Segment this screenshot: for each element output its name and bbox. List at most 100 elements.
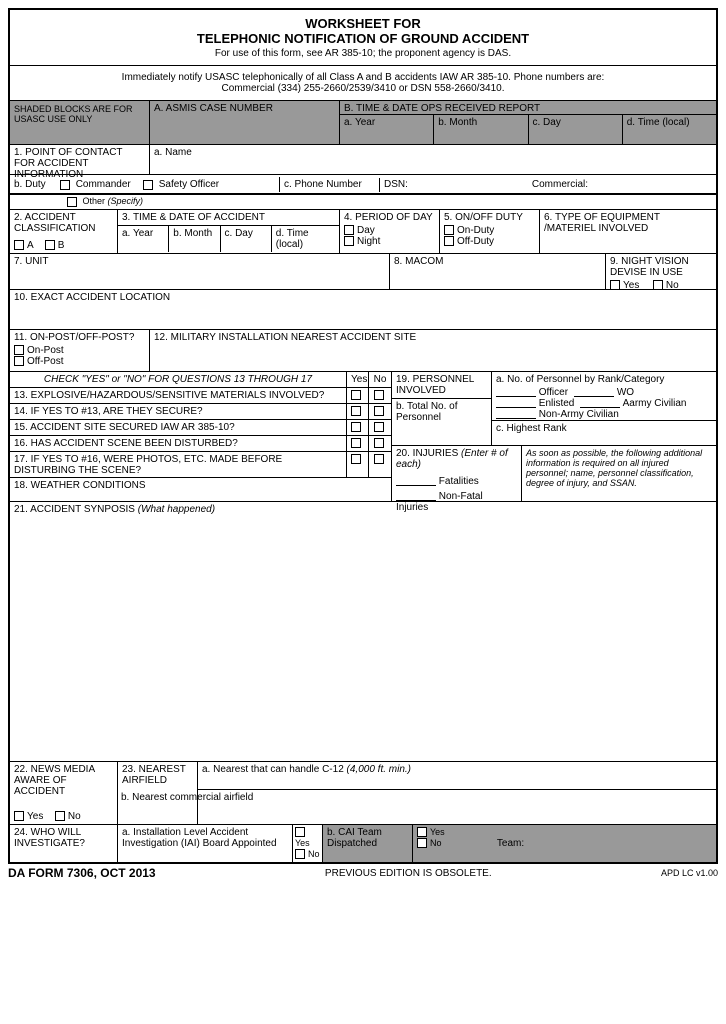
f14-label: 14. IF YES TO #13, ARE THEY SECURE? (10, 404, 347, 419)
checkbox-media-yes[interactable] (14, 811, 24, 821)
f16-label: 16. HAS ACCIDENT SCENE BEEN DISTURBED? (10, 436, 347, 451)
check-note: CHECK "YES" or "NO" FOR QUESTIONS 13 THR… (10, 372, 347, 387)
checkbox-iai-yes[interactable] (295, 827, 305, 837)
commander-label: Commander (76, 179, 131, 190)
f12-label: 12. MILITARY INSTALLATION NEAREST ACCIDE… (150, 330, 716, 371)
form-id: DA FORM 7306, OCT 2013 (8, 866, 156, 880)
row-q13-20: CHECK "YES" or "NO" FOR QUESTIONS 13 THR… (10, 372, 716, 502)
f5-label: 5. ON/OFF DUTY (444, 212, 535, 223)
checkbox-other[interactable] (67, 197, 77, 207)
checkbox-class-a[interactable] (14, 240, 24, 250)
notice-block: Immediately notify USASC telephonically … (10, 66, 716, 101)
checkbox-q17-no[interactable] (374, 454, 384, 464)
row-shaded-header: SHADED BLOCKS ARE FOR USASC USE ONLY A. … (10, 101, 716, 145)
row-24: 24. WHO WILL INVESTIGATE? a. Installatio… (10, 825, 716, 862)
f24b-label: b. CAI Team Dispatched (323, 825, 413, 862)
field-b-label: B. TIME & DATE OPS RECEIVED REPORT (340, 101, 716, 115)
f23a-label: a. Nearest that can handle C-12 (202, 764, 347, 775)
night-label: Night (357, 236, 380, 247)
checkbox-on-post[interactable] (14, 345, 24, 355)
f19-label: 19. PERSONNEL INVOLVED (396, 374, 487, 396)
f1a-name: a. Name (150, 145, 716, 174)
f19c-label: c. Highest Rank (492, 420, 716, 436)
checkbox-q14-yes[interactable] (351, 406, 361, 416)
checkbox-q16-no[interactable] (374, 438, 384, 448)
checkbox-media-no[interactable] (55, 811, 65, 821)
checkbox-q13-yes[interactable] (351, 390, 361, 400)
form-footer: DA FORM 7306, OCT 2013 PREVIOUS EDITION … (8, 866, 718, 880)
checkbox-night[interactable] (344, 236, 354, 246)
f20-note: As soon as possible, the following addit… (522, 446, 716, 501)
field-b-group: B. TIME & DATE OPS RECEIVED REPORT a. Ye… (340, 101, 716, 144)
f15-label: 15. ACCIDENT SITE SECURED IAW AR 385-10? (10, 420, 347, 435)
field-a: A. ASMIS CASE NUMBER (150, 101, 340, 144)
form-header: WORKSHEET FOR TELEPHONIC NOTIFICATION OF… (10, 10, 716, 66)
checkbox-commander[interactable] (60, 180, 70, 190)
checkbox-on-duty[interactable] (444, 225, 454, 235)
form-page: WORKSHEET FOR TELEPHONIC NOTIFICATION OF… (8, 8, 718, 864)
checkbox-nv-no[interactable] (653, 280, 663, 290)
field-b-month: b. Month (434, 115, 528, 144)
field-b-year: a. Year (340, 115, 434, 144)
checkbox-iai-no[interactable] (295, 849, 305, 859)
f22-label: 22. NEWS MEDIA AWARE OF ACCIDENT (14, 764, 113, 797)
f13-label: 13. EXPLOSIVE/HAZARDOUS/SENSITIVE MATERI… (10, 388, 347, 403)
notice-line2: Commercial (334) 255-2660/2539/3410 or D… (20, 83, 706, 94)
checkbox-cai-no[interactable] (417, 838, 427, 848)
title-line1: WORKSHEET FOR (14, 16, 712, 31)
f24-label: 24. WHO WILL INVESTIGATE? (10, 825, 118, 862)
checkbox-q16-yes[interactable] (351, 438, 361, 448)
on-duty-label: On-Duty (457, 225, 494, 236)
row-10: 10. EXACT ACCIDENT LOCATION (10, 290, 716, 330)
dsn-label: DSN: (384, 179, 408, 190)
row-poc: 1. POINT OF CONTACT FOR ACCIDENT INFORMA… (10, 145, 716, 175)
checkbox-nv-yes[interactable] (610, 280, 620, 290)
f7-label: 7. UNIT (10, 254, 390, 289)
notice-line1: Immediately notify USASC telephonically … (20, 72, 706, 83)
row-2-6: 2. ACCIDENT CLASSIFICATION A B 3. TIME &… (10, 210, 716, 254)
f3-month: b. Month (169, 226, 220, 252)
no-header: No (369, 372, 391, 387)
f3-time: d. Time (local) (272, 226, 339, 252)
footer-right: APD LC v1.00 (661, 868, 718, 878)
class-a: A (27, 240, 33, 251)
f4-label: 4. PERIOD OF DAY (344, 212, 435, 223)
phone-label: c. Phone Number (280, 178, 380, 192)
duty-label: b. Duty (14, 179, 46, 190)
f19a-head: a. No. of Personnel by Rank/Category (492, 372, 716, 387)
f17-label: 17. IF YES TO #16, WERE PHOTOS, ETC. MAD… (10, 452, 347, 477)
checkbox-day[interactable] (344, 225, 354, 235)
footer-center: PREVIOUS EDITION IS OBSOLETE. (325, 868, 492, 879)
f21-label: 21. ACCIDENT SYNPOSIS (14, 504, 138, 515)
checkbox-class-b[interactable] (45, 240, 55, 250)
f2-label: 2. ACCIDENT CLASSIFICATION (14, 212, 113, 234)
checkbox-off-duty[interactable] (444, 236, 454, 246)
off-duty-label: Off-Duty (457, 236, 494, 247)
checkbox-q14-no[interactable] (374, 406, 384, 416)
field-b-time: d. Time (local) (623, 115, 716, 144)
checkbox-q17-yes[interactable] (351, 454, 361, 464)
class-b: B (58, 240, 65, 251)
checkbox-q13-no[interactable] (374, 390, 384, 400)
day-label: Day (357, 225, 375, 236)
commercial-label: Commercial: (532, 179, 588, 190)
yes-header: Yes (347, 372, 369, 387)
row-11-12: 11. ON-POST/OFF-POST? On-Post Off-Post 1… (10, 330, 716, 372)
checkbox-safety-officer[interactable] (143, 180, 153, 190)
f1-label: 1. POINT OF CONTACT FOR ACCIDENT INFORMA… (10, 145, 150, 174)
checkbox-off-post[interactable] (14, 356, 24, 366)
row-21: 21. ACCIDENT SYNPOSIS (What happened) (10, 502, 716, 762)
subtitle: For use of this form, see AR 385-10; the… (14, 48, 712, 59)
checkbox-cai-yes[interactable] (417, 827, 427, 837)
field-a-label: A. ASMIS CASE NUMBER (154, 103, 273, 114)
team-label: Team: (497, 838, 524, 849)
checkbox-q15-no[interactable] (374, 422, 384, 432)
f18-label: 18. WEATHER CONDITIONS (10, 478, 391, 502)
f19b-label: b. Total No. of Personnel (392, 398, 491, 425)
title-line2: TELEPHONIC NOTIFICATION OF GROUND ACCIDE… (14, 31, 712, 46)
row-22-23: 22. NEWS MEDIA AWARE OF ACCIDENT Yes No … (10, 762, 716, 825)
f9-label: 9. NIGHT VISION DEVISE IN USE (610, 256, 712, 278)
checkbox-q15-yes[interactable] (351, 422, 361, 432)
safety-label: Safety Officer (159, 179, 219, 190)
row-7-9: 7. UNIT 8. MACOM 9. NIGHT VISION DEVISE … (10, 254, 716, 290)
